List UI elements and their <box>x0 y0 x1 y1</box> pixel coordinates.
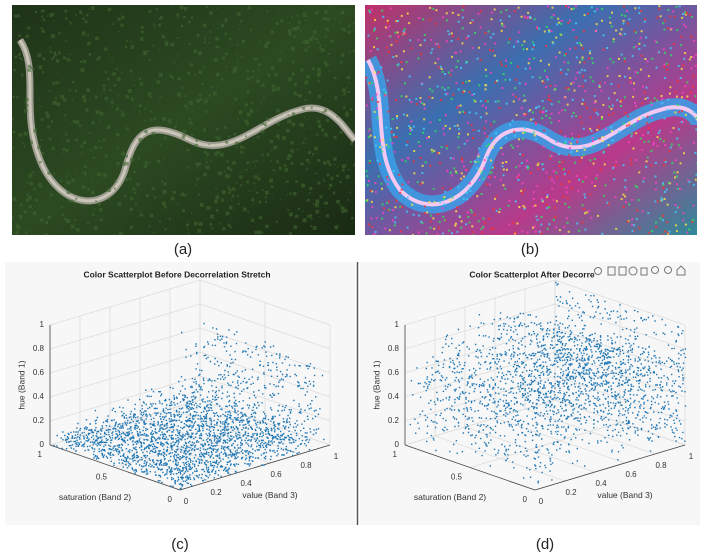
x-tick-label: 0.2 <box>565 488 577 497</box>
panel-label: (d) <box>536 536 554 552</box>
y-tick-label: 0.5 <box>451 473 463 482</box>
y-tick-label: 1 <box>38 450 43 459</box>
x-tick-label: 1 <box>689 452 694 461</box>
z-axis-title: hue (Band 1) <box>371 360 381 409</box>
panel-label: (b) <box>521 241 539 258</box>
x-tick-label: 0.6 <box>270 470 282 479</box>
y-tick-label: 0 <box>168 495 173 504</box>
y-axis-title: saturation (Band 2) <box>59 492 131 502</box>
z-tick-label: 0.4 <box>33 392 45 401</box>
x-tick-label: 0.4 <box>595 479 607 488</box>
x-tick-label: 0 <box>539 497 544 506</box>
z-tick-label: 1 <box>40 320 45 329</box>
y-tick-label: 0 <box>523 495 528 504</box>
y-tick-label: 0.5 <box>96 473 108 482</box>
plot-title: Color Scatterplot After Decorre <box>469 269 595 279</box>
x-tick-label: 0.8 <box>655 461 667 470</box>
x-tick-label: 0 <box>184 497 189 506</box>
stretched-photo <box>365 5 700 237</box>
z-tick-label: 0.2 <box>33 416 45 425</box>
z-tick-label: 0.2 <box>388 416 400 425</box>
x-axis-title: value (Band 3) <box>242 490 297 500</box>
plot-panel <box>5 262 355 525</box>
x-axis-title: value (Band 3) <box>597 490 652 500</box>
aerial-photo <box>12 5 356 237</box>
y-tick-label: 1 <box>393 450 398 459</box>
z-axis-title: hue (Band 1) <box>16 360 26 409</box>
z-tick-label: 0.6 <box>388 368 400 377</box>
y-axis-title: saturation (Band 2) <box>414 492 486 502</box>
figure: (a) (b) (c) (d) Color Scatterplot Before Dec… <box>0 0 701 552</box>
plot-panel <box>360 262 700 525</box>
z-tick-label: 0.4 <box>388 392 400 401</box>
x-tick-label: 1 <box>334 452 339 461</box>
z-tick-label: 0.6 <box>33 368 45 377</box>
panel-label: (a) <box>174 241 192 258</box>
panel-label: (c) <box>171 536 189 552</box>
plot-title: Color Scatterplot Before Decorrelation S… <box>83 269 270 279</box>
z-tick-label: 0.8 <box>33 344 45 353</box>
x-tick-label: 0.8 <box>300 461 312 470</box>
x-tick-label: 0.2 <box>210 488 222 497</box>
z-tick-label: 0.8 <box>388 344 400 353</box>
x-tick-label: 0.6 <box>625 470 637 479</box>
z-tick-label: 1 <box>395 320 400 329</box>
z-tick-label: 0 <box>40 440 45 449</box>
z-tick-label: 0 <box>395 440 400 449</box>
x-tick-label: 0.4 <box>240 479 252 488</box>
